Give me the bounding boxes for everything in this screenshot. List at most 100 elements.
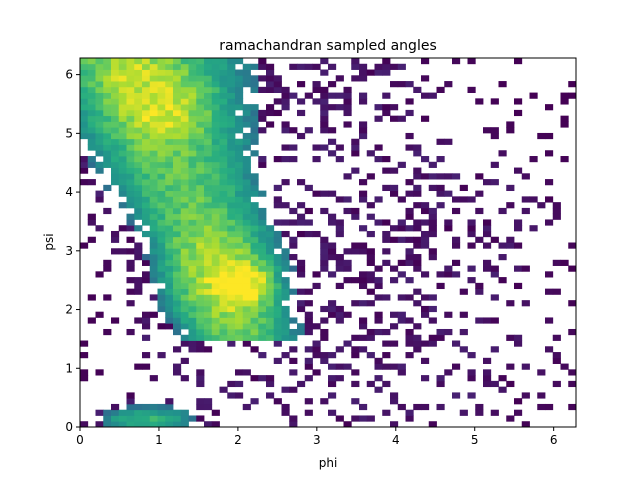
heatmap-cell (165, 69, 174, 76)
heatmap-cell (211, 156, 220, 163)
heatmap-cell (266, 317, 275, 324)
heatmap-cell (560, 121, 569, 128)
heatmap-cell (142, 207, 151, 215)
heatmap-cell (149, 138, 158, 145)
heatmap-cell (351, 415, 360, 422)
heatmap-cell (134, 173, 143, 180)
heatmap-cell (196, 75, 205, 82)
heatmap-cell (196, 86, 205, 93)
heatmap-cell (366, 248, 375, 255)
heatmap-cell (397, 236, 406, 243)
heatmap-cell (250, 202, 259, 209)
heatmap-cell (514, 58, 523, 65)
heatmap-cell (320, 98, 329, 105)
heatmap-cell (320, 207, 329, 215)
heatmap-cell (211, 277, 220, 284)
heatmap-cell (227, 271, 236, 278)
heatmap-cell (227, 225, 236, 232)
heatmap-cell (80, 369, 89, 376)
heatmap-cell (242, 248, 251, 255)
heatmap-cell (157, 69, 166, 76)
heatmap-cell (196, 277, 205, 284)
heatmap-cell (242, 173, 251, 180)
heatmap-cell (173, 167, 182, 174)
heatmap-cell (211, 121, 220, 128)
heatmap-cell (514, 265, 523, 272)
heatmap-cell (545, 403, 554, 411)
heatmap-cell (180, 265, 189, 272)
heatmap-cell (165, 277, 174, 284)
heatmap-cell (142, 150, 151, 157)
heatmap-cell (250, 311, 259, 318)
heatmap-cell (196, 403, 205, 411)
heatmap-cell (258, 109, 267, 117)
heatmap-cell (173, 179, 182, 186)
heatmap-cell (382, 236, 391, 243)
heatmap-cell (134, 415, 143, 422)
heatmap-cell (173, 409, 182, 416)
heatmap-cell (196, 115, 205, 122)
heatmap-cell (490, 161, 499, 168)
heatmap-cell (142, 109, 151, 117)
heatmap-cell (242, 369, 251, 376)
heatmap-cell (103, 104, 112, 111)
heatmap-cell (235, 92, 244, 99)
heatmap-cell (196, 138, 205, 145)
heatmap-cell (134, 184, 143, 192)
heatmap-cell (227, 317, 236, 324)
heatmap-cell (118, 156, 127, 163)
heatmap-cell (335, 104, 344, 111)
heatmap-cell (165, 63, 174, 70)
heatmap-cell (552, 334, 561, 341)
heatmap-cell (204, 403, 213, 411)
heatmap-cell (475, 236, 484, 243)
heatmap-cell (390, 340, 399, 347)
heatmap-cell (304, 363, 313, 370)
heatmap-cell (467, 86, 476, 93)
heatmap-cell (405, 144, 414, 151)
heatmap-cell (219, 127, 228, 134)
heatmap-cell (421, 58, 430, 65)
heatmap-cell (134, 242, 143, 249)
heatmap-cell (397, 115, 406, 122)
heatmap-cell (87, 294, 96, 301)
heatmap-cell (219, 156, 228, 163)
heatmap-cell (281, 144, 290, 151)
heatmap-cell (204, 190, 213, 197)
heatmap-cell (382, 340, 391, 347)
heatmap-cell (173, 369, 182, 376)
heatmap-cell (281, 282, 290, 290)
heatmap-cell (118, 409, 127, 416)
heatmap-cell (149, 225, 158, 232)
heatmap-cell (180, 225, 189, 232)
heatmap-cell (211, 179, 220, 186)
heatmap-cell (165, 58, 174, 65)
heatmap-cell (351, 138, 360, 145)
heatmap-cell (227, 161, 236, 168)
heatmap-cell (568, 81, 577, 88)
heatmap-cell (328, 311, 337, 318)
heatmap-cell (111, 150, 120, 157)
heatmap-cell (444, 138, 453, 145)
heatmap-cell (304, 63, 313, 70)
heatmap-cell (506, 242, 515, 249)
heatmap-cell (173, 311, 182, 318)
heatmap-cell (242, 219, 251, 226)
heatmap-cell (366, 300, 375, 307)
heatmap-cell (250, 346, 259, 353)
heatmap-cell (297, 259, 306, 266)
heatmap-cell (142, 334, 151, 341)
heatmap-cell (258, 254, 267, 261)
heatmap-cell (421, 236, 430, 243)
heatmap-cell (328, 392, 337, 399)
heatmap-cell (196, 305, 205, 313)
heatmap-cell (444, 369, 453, 376)
heatmap-cell (266, 109, 275, 117)
heatmap-cell (165, 225, 174, 232)
heatmap-cell (134, 248, 143, 255)
heatmap-cell (87, 98, 96, 105)
heatmap-cell (180, 58, 189, 65)
heatmap-cell (134, 179, 143, 186)
heatmap-cell (173, 259, 182, 266)
heatmap-cell (436, 138, 445, 145)
